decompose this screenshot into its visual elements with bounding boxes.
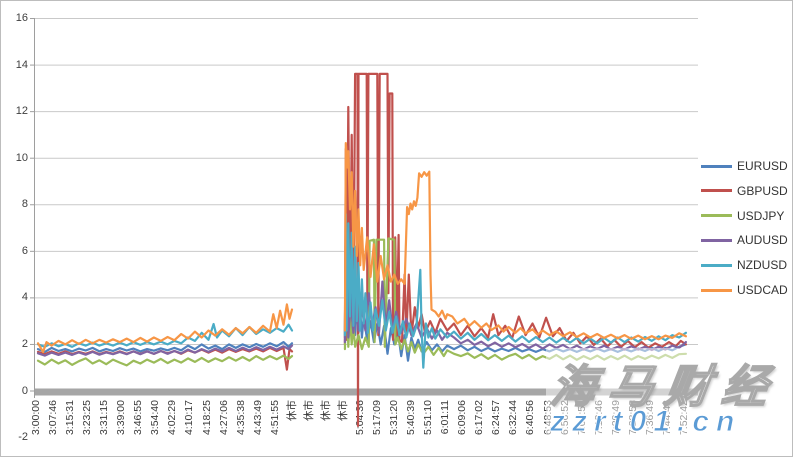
- legend-swatch-usdjpy: [701, 214, 732, 218]
- legend-label: USDCAD: [737, 283, 788, 297]
- legend-label: GBPUSD: [737, 183, 788, 198]
- y-axis-label: 16: [15, 12, 28, 25]
- legend-swatch-gbpusd: [701, 189, 732, 193]
- y-axis-label: 8: [21, 198, 28, 211]
- x-axis-bar: [34, 388, 698, 396]
- legend-item-usdjpy: USDJPY: [701, 209, 784, 223]
- legend-swatch-audusd: [701, 238, 732, 242]
- legend-item-audusd: AUDUSD: [701, 233, 788, 247]
- legend-label: NZDUSD: [737, 258, 787, 273]
- y-axis-label: 10: [15, 151, 28, 164]
- legend-item-eurusd: EURUSD: [701, 159, 788, 173]
- y-axis-label: 14: [15, 58, 28, 71]
- legend-label: EURUSD: [737, 159, 788, 173]
- legend-swatch-nzdusd: [701, 263, 732, 267]
- y-axis-label: 0: [21, 384, 28, 397]
- series-line-usdcad: [36, 142, 687, 353]
- y-axis-label: 2: [21, 337, 28, 350]
- y-axis-label: 4: [21, 291, 28, 304]
- watermark-url-text: zzrt01.cn: [549, 405, 742, 439]
- legend-item-gbpusd: GBPUSD: [701, 184, 788, 198]
- y-axis-label: 12: [15, 105, 28, 118]
- watermark: 海马财经 zzrt01.cn: [546, 348, 792, 456]
- legend-swatch-usdcad: [701, 288, 732, 292]
- legend-item-nzdusd: NZDUSD: [701, 258, 787, 272]
- y-axis-label: -2: [18, 431, 28, 444]
- legend-item-usdcad: USDCAD: [701, 283, 788, 297]
- legend-swatch-eurusd: [701, 164, 732, 168]
- y-axis-label: 6: [21, 244, 28, 257]
- legend-label: USDJPY: [737, 208, 785, 223]
- legend-label: AUDUSD: [737, 233, 788, 248]
